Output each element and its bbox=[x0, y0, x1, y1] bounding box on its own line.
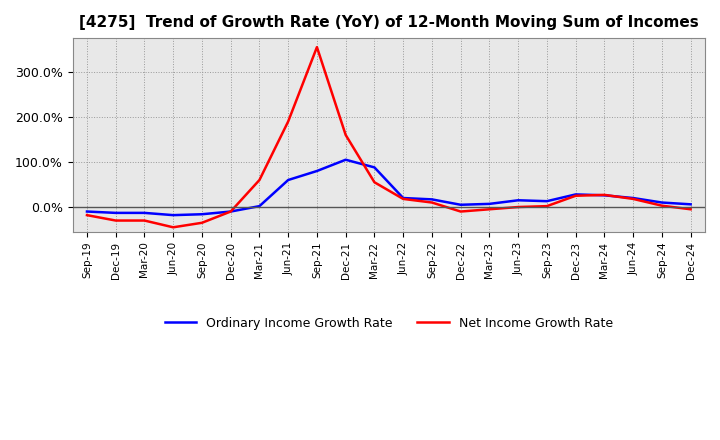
Net Income Growth Rate bbox=[169, 225, 178, 230]
Legend: Ordinary Income Growth Rate, Net Income Growth Rate: Ordinary Income Growth Rate, Net Income … bbox=[160, 312, 618, 335]
Net Income Growth Rate bbox=[572, 193, 580, 198]
Ordinary Income Growth Rate bbox=[169, 213, 178, 218]
Ordinary Income Growth Rate bbox=[197, 212, 206, 217]
Ordinary Income Growth Rate bbox=[572, 192, 580, 197]
Net Income Growth Rate bbox=[428, 200, 436, 205]
Net Income Growth Rate bbox=[112, 218, 120, 223]
Ordinary Income Growth Rate bbox=[428, 197, 436, 202]
Net Income Growth Rate bbox=[686, 207, 695, 212]
Ordinary Income Growth Rate bbox=[226, 209, 235, 214]
Net Income Growth Rate bbox=[197, 220, 206, 225]
Ordinary Income Growth Rate bbox=[399, 195, 408, 201]
Net Income Growth Rate bbox=[456, 209, 465, 214]
Net Income Growth Rate bbox=[543, 203, 552, 209]
Net Income Growth Rate bbox=[284, 119, 292, 124]
Ordinary Income Growth Rate bbox=[657, 200, 666, 205]
Net Income Growth Rate bbox=[657, 203, 666, 208]
Ordinary Income Growth Rate bbox=[686, 202, 695, 207]
Ordinary Income Growth Rate bbox=[370, 165, 379, 170]
Net Income Growth Rate bbox=[600, 192, 608, 198]
Net Income Growth Rate bbox=[485, 207, 494, 212]
Ordinary Income Growth Rate bbox=[341, 157, 350, 162]
Line: Net Income Growth Rate: Net Income Growth Rate bbox=[87, 47, 690, 227]
Ordinary Income Growth Rate bbox=[629, 195, 637, 201]
Title: [4275]  Trend of Growth Rate (YoY) of 12-Month Moving Sum of Incomes: [4275] Trend of Growth Rate (YoY) of 12-… bbox=[79, 15, 698, 30]
Net Income Growth Rate bbox=[226, 209, 235, 214]
Ordinary Income Growth Rate bbox=[485, 201, 494, 206]
Ordinary Income Growth Rate bbox=[112, 210, 120, 216]
Net Income Growth Rate bbox=[514, 205, 523, 210]
Net Income Growth Rate bbox=[312, 44, 321, 50]
Ordinary Income Growth Rate bbox=[600, 193, 608, 198]
Ordinary Income Growth Rate bbox=[456, 202, 465, 207]
Ordinary Income Growth Rate bbox=[284, 177, 292, 183]
Ordinary Income Growth Rate bbox=[514, 198, 523, 203]
Ordinary Income Growth Rate bbox=[83, 209, 91, 214]
Net Income Growth Rate bbox=[341, 132, 350, 138]
Net Income Growth Rate bbox=[370, 180, 379, 185]
Net Income Growth Rate bbox=[255, 177, 264, 183]
Ordinary Income Growth Rate bbox=[140, 210, 149, 216]
Net Income Growth Rate bbox=[629, 196, 637, 202]
Net Income Growth Rate bbox=[83, 213, 91, 218]
Ordinary Income Growth Rate bbox=[312, 169, 321, 174]
Line: Ordinary Income Growth Rate: Ordinary Income Growth Rate bbox=[87, 160, 690, 215]
Ordinary Income Growth Rate bbox=[255, 203, 264, 209]
Ordinary Income Growth Rate bbox=[543, 198, 552, 204]
Net Income Growth Rate bbox=[140, 218, 149, 223]
Net Income Growth Rate bbox=[399, 196, 408, 202]
